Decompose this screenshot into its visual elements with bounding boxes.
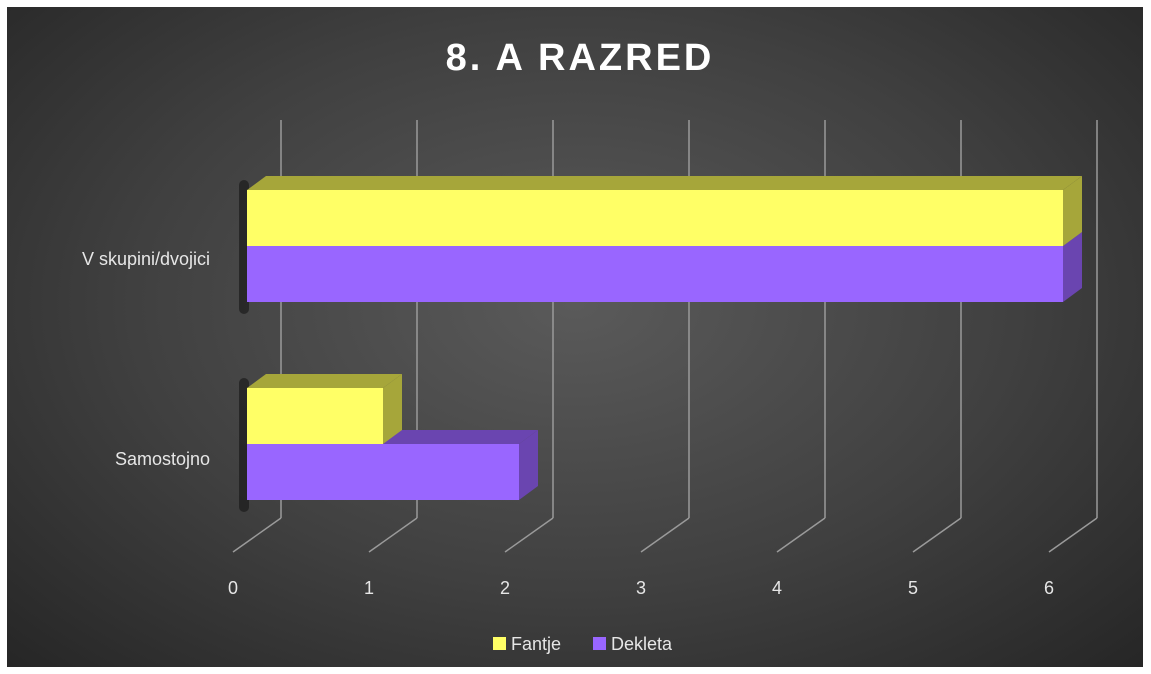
bar-shadow: [239, 378, 249, 512]
gridline-floor: [640, 517, 690, 553]
x-tick-label: 3: [636, 578, 646, 598]
legend-label: Fantje: [511, 634, 561, 654]
legend-swatch: [593, 637, 606, 650]
gridline-floor: [232, 517, 282, 553]
x-tick-label: 6: [1044, 578, 1054, 598]
gridline-floor: [368, 517, 418, 553]
bar-shadow: [239, 180, 249, 314]
x-tick-label: 1: [364, 578, 374, 598]
bars: [247, 176, 1082, 500]
x-axis-ticks: 0 1 2 3 4 5 6: [228, 578, 1054, 598]
x-tick-label: 4: [772, 578, 782, 598]
legend-swatch: [493, 637, 506, 650]
bar: [247, 246, 1063, 302]
bar-shadows: [239, 180, 249, 512]
x-tick-label: 2: [500, 578, 510, 598]
bar-side-face: [1063, 176, 1082, 246]
category-labels: V skupini/dvojici Samostojno: [82, 249, 210, 469]
bar-side-face: [519, 430, 538, 500]
category-label: Samostojno: [115, 449, 210, 469]
chart-area: [7, 7, 1143, 667]
bar-side-face: [1063, 232, 1082, 302]
bar-top-face: [247, 374, 402, 388]
gridline-floor: [776, 517, 826, 553]
bar-side-face: [383, 374, 402, 444]
bar: [247, 190, 1063, 246]
gridline-floor: [504, 517, 554, 553]
bar: [247, 444, 519, 500]
chart-title: 8. A RAZRED: [446, 37, 715, 79]
legend: Fantje Dekleta: [493, 634, 673, 654]
x-tick-label: 5: [908, 578, 918, 598]
gridline-floor: [912, 517, 962, 553]
legend-label: Dekleta: [611, 634, 673, 654]
bar-top-face: [247, 176, 1082, 190]
bar: [247, 388, 383, 444]
category-label: V skupini/dvojici: [82, 249, 210, 269]
gridline-floor: [1048, 517, 1098, 553]
x-tick-label: 0: [228, 578, 238, 598]
